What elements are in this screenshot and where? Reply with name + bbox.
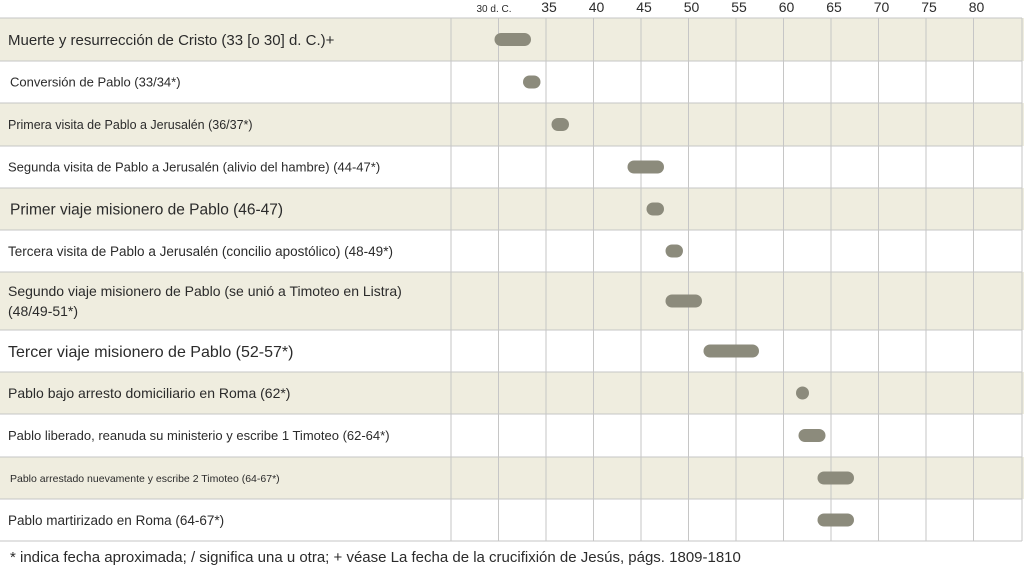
x-tick-label: 75 [921, 0, 937, 15]
event-bar [817, 471, 854, 485]
event-label: Pablo bajo arresto domiciliario en Roma … [8, 385, 290, 401]
event-bar [798, 429, 826, 442]
row-band [0, 372, 1024, 414]
event-label: Segundo viaje misionero de Pablo (se uni… [8, 283, 402, 299]
row-band [0, 414, 1024, 457]
event-label: Pablo liberado, reanuda su ministerio y … [8, 428, 390, 443]
event-bar [494, 33, 531, 46]
x-tick-label: 60 [779, 0, 795, 15]
x-tick-label: 40 [589, 0, 605, 15]
x-tick-label: 35 [541, 0, 557, 15]
x-tick-label: 50 [684, 0, 700, 15]
event-bar [627, 160, 664, 174]
x-tick-label: 45 [636, 0, 652, 15]
row-band [0, 330, 1024, 372]
x-tick-label: 30 d. C. [477, 4, 512, 15]
event-label: Muerte y resurrección de Cristo (33 [o 3… [8, 32, 335, 49]
event-bar [796, 386, 809, 400]
event-bar [523, 75, 541, 89]
event-label: Segunda visita de Pablo a Jerusalén (ali… [8, 160, 380, 175]
event-label: Tercera visita de Pablo a Jerusalén (con… [8, 244, 393, 259]
event-label: Tercer viaje misionero de Pablo (52-57*) [8, 344, 293, 361]
row-band [0, 146, 1024, 188]
row-band [0, 188, 1024, 230]
row-band [0, 103, 1024, 146]
event-label: Pablo martirizado en Roma (64-67*) [8, 513, 224, 528]
event-bar [665, 294, 702, 308]
event-bar [646, 202, 664, 216]
row-band [0, 230, 1024, 272]
x-tick-label: 70 [874, 0, 890, 15]
event-label: Primera visita de Pablo a Jerusalén (36/… [8, 118, 253, 132]
event-label: Pablo arrestado nuevamente y escribe 2 T… [10, 473, 280, 485]
event-label: (48/49-51*) [8, 303, 78, 319]
event-bar [703, 344, 759, 358]
row-band [0, 272, 1024, 330]
event-bar [665, 244, 683, 258]
x-tick-label: 80 [969, 0, 985, 15]
event-bar [817, 513, 854, 527]
x-tick-label: 65 [826, 0, 842, 15]
event-label: Conversión de Pablo (33/34*) [10, 75, 181, 90]
event-label: Primer viaje misionero de Pablo (46-47) [10, 202, 283, 219]
row-band [0, 61, 1024, 103]
event-bar [551, 118, 569, 131]
footnote: * indica fecha aproximada; / significa u… [10, 549, 741, 566]
x-tick-label: 55 [731, 0, 747, 15]
